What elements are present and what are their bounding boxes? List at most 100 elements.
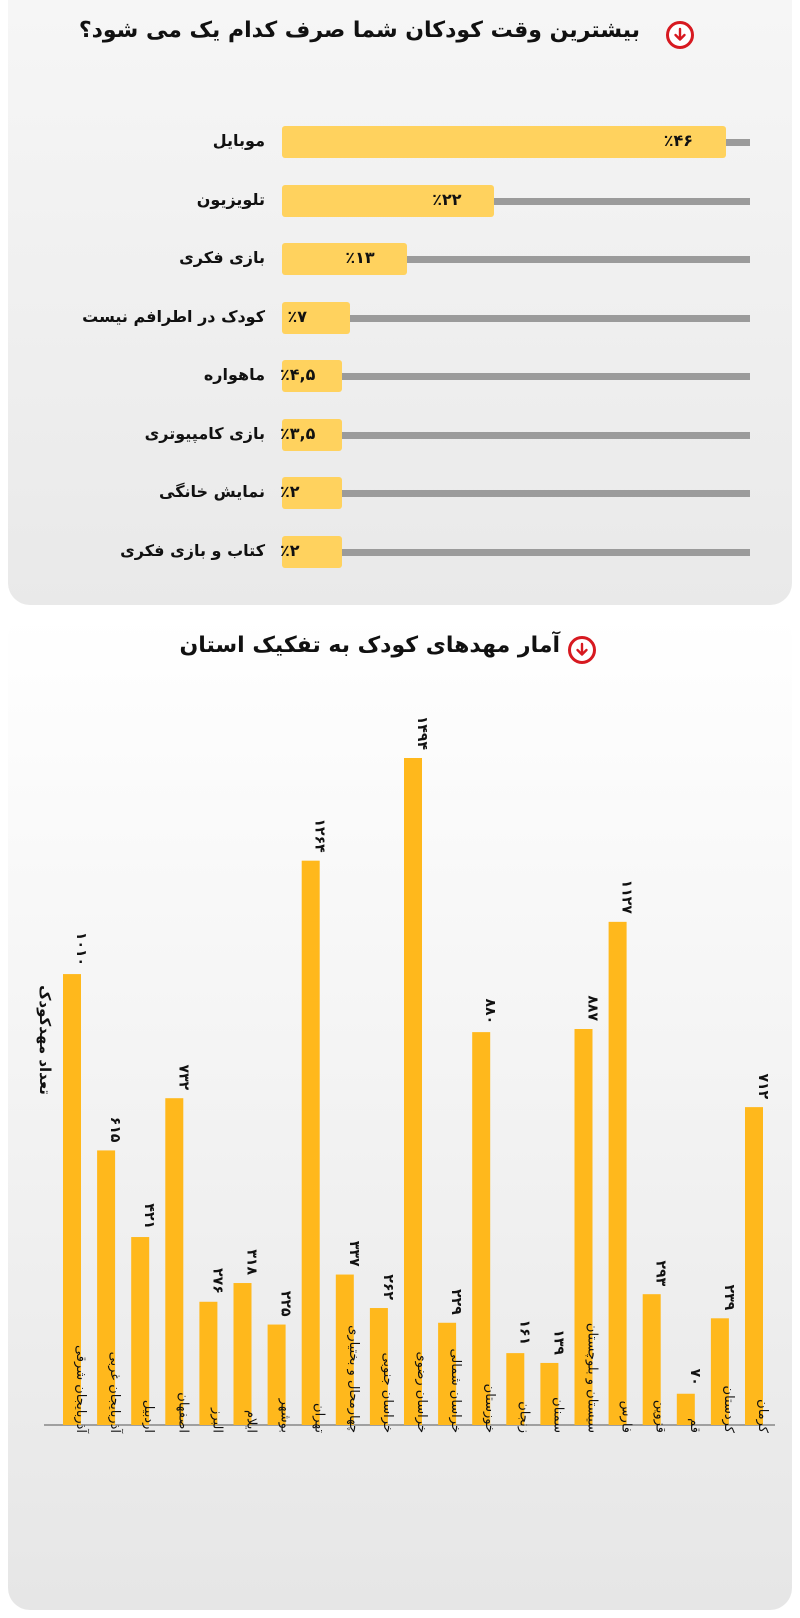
province-tick-label: فارس <box>619 1401 634 1433</box>
usage-bar-value: ٪۱۳ <box>345 248 375 267</box>
province-tick-label: بوشهر <box>278 1398 293 1433</box>
kindergarten-bar-value: ۱۴۹۴ <box>414 716 430 751</box>
usage-category-label: ماهواره <box>203 365 265 384</box>
kindergarten-bar-value: ۲۳۹ <box>721 1285 737 1311</box>
kindergarten-bar <box>745 1107 763 1425</box>
province-tick-label: تهران <box>312 1403 327 1433</box>
kindergarten-bar <box>165 1098 184 1425</box>
kindergarten-bar <box>199 1301 218 1425</box>
usage-bar-value: ٪۳,۵ <box>280 423 316 443</box>
kindergarten-bar <box>472 1032 491 1425</box>
kindergarten-bar-value: ۲۷۶ <box>209 1268 225 1294</box>
kindergarten-bar <box>540 1362 559 1425</box>
kindergarten-bar <box>335 1274 354 1425</box>
kindergarten-bar <box>97 1150 116 1425</box>
usage-bar-value: ٪۴,۵ <box>280 365 316 384</box>
province-tick-label: کردستان <box>721 1386 736 1434</box>
y-axis-label: تعداد مهدکودک <box>36 985 54 1095</box>
province-tick-label: خوزستان <box>482 1384 497 1433</box>
kindergarten-bar-value: ۷۱۲ <box>755 1073 771 1099</box>
section-panel-kindergartens <box>8 615 792 1610</box>
province-tick-label: اردبیل <box>141 1400 156 1433</box>
usage-category-label: بازی کامپیوتری <box>144 423 265 443</box>
province-tick-label: کرمان <box>755 1399 770 1434</box>
kindergarten-bar-value: ۸۸۷ <box>585 995 601 1021</box>
province-tick-label: البرز <box>209 1407 224 1433</box>
kindergarten-bar-value: ۴۲۱ <box>141 1203 157 1229</box>
usage-category-label: تلویزیون <box>196 189 265 209</box>
kindergarten-bar <box>676 1393 695 1425</box>
kindergarten-bar-value: ۱۱۲۷ <box>619 880 635 915</box>
usage-bar <box>282 418 342 451</box>
usage-bar-track <box>282 256 750 263</box>
kindergarten-bar-value: ۲۶۲ <box>380 1274 396 1300</box>
kindergarten-bar <box>301 860 320 1425</box>
usage-bar-value: ٪۴۶ <box>663 131 693 150</box>
usage-bar-value: ٪۲ <box>280 482 300 501</box>
province-tick-label: زنجان <box>516 1401 531 1433</box>
usage-category-label: موبایل <box>212 131 265 150</box>
section-panel-usage <box>8 0 792 605</box>
kindergarten-bar <box>438 1322 457 1425</box>
kindergarten-bar-value: ۳۳۷ <box>346 1241 362 1267</box>
kindergarten-bar-value: ۸۸۰ <box>482 998 498 1024</box>
kindergarten-bar <box>642 1294 661 1425</box>
kindergarten-bar-value: ۲۲۹ <box>448 1289 464 1315</box>
section2-title: آمار مهدهای کودک به تفکیک استان <box>179 633 560 658</box>
province-tick-label: ایلام <box>244 1410 259 1433</box>
province-tick-label: چهارمحال و بختیاری <box>346 1325 361 1433</box>
usage-bar <box>282 535 342 568</box>
kindergarten-bar <box>233 1283 252 1425</box>
province-tick-label: آذربایجان شرقی <box>73 1345 90 1434</box>
kindergarten-bar-value: ۱۶۱ <box>516 1319 532 1345</box>
kindergarten-bar <box>369 1308 388 1425</box>
kindergarten-bar <box>404 758 422 1425</box>
usage-bar-track <box>282 431 750 439</box>
kindergarten-bar-value: ۱۲۶۴ <box>312 818 328 853</box>
usage-bar <box>282 477 342 509</box>
kindergarten-bar <box>63 974 81 1425</box>
province-tick-label: خراسان رضوی <box>414 1351 429 1433</box>
kindergarten-bar <box>131 1237 150 1425</box>
kindergarten-bar <box>608 921 627 1425</box>
province-tick-label: اصفهان <box>175 1392 190 1433</box>
usage-bar-track <box>282 490 750 497</box>
usage-bar-track <box>282 373 750 380</box>
usage-bar <box>282 126 726 158</box>
kindergarten-bar-value: ۱۰۱۰ <box>73 932 89 966</box>
usage-category-label: نمایش خانگی <box>159 482 265 501</box>
kindergarten-bar <box>574 1028 593 1425</box>
usage-bar-value: ٪۲ <box>280 540 300 560</box>
province-tick-label: سیستان و بلوچستان <box>585 1323 600 1433</box>
usage-bar-track <box>282 314 750 322</box>
usage-category-label: کودک در اطرافم نیست <box>82 306 265 326</box>
usage-bar <box>282 184 495 217</box>
province-tick-label: قزوین <box>653 1400 668 1433</box>
province-tick-label: قم <box>687 1418 702 1433</box>
province-tick-label: سمنان <box>550 1397 565 1433</box>
kindergarten-bar-value: ۲۲۵ <box>278 1291 294 1317</box>
usage-bar <box>282 301 350 334</box>
province-tick-label: خراسان جنوبی <box>380 1353 395 1433</box>
kindergarten-bar-value: ۷۰ <box>687 1369 703 1386</box>
usage-category-label: بازی فکری <box>179 248 265 267</box>
usage-category-label: کتاب و بازی فکری <box>120 540 265 560</box>
province-tick-label: آذربایجان غربی <box>107 1352 124 1435</box>
kindergarten-bar <box>267 1324 286 1425</box>
usage-bar-value: ٪۲۲ <box>432 189 462 209</box>
kindergarten-bar-value: ۲۹۳ <box>653 1261 669 1287</box>
usage-bar-track <box>282 197 750 205</box>
kindergarten-bar-value: ۱۳۹ <box>550 1329 566 1355</box>
kindergarten-bar-value: ۶۱۵ <box>107 1117 123 1143</box>
usage-bar-track <box>282 548 750 556</box>
arrow-down-circle-icon <box>568 636 596 664</box>
province-tick-label: خراسان شمالی <box>448 1348 463 1433</box>
usage-bar-value: ٪۷ <box>287 306 308 326</box>
kindergarten-bar-value: ۳۱۸ <box>244 1249 260 1275</box>
kindergarten-bar-value: ۷۳۲ <box>175 1065 191 1091</box>
usage-bar <box>282 243 408 275</box>
usage-bar <box>282 360 342 392</box>
kindergarten-bar <box>506 1353 525 1425</box>
arrow-down-circle-icon <box>666 21 694 49</box>
